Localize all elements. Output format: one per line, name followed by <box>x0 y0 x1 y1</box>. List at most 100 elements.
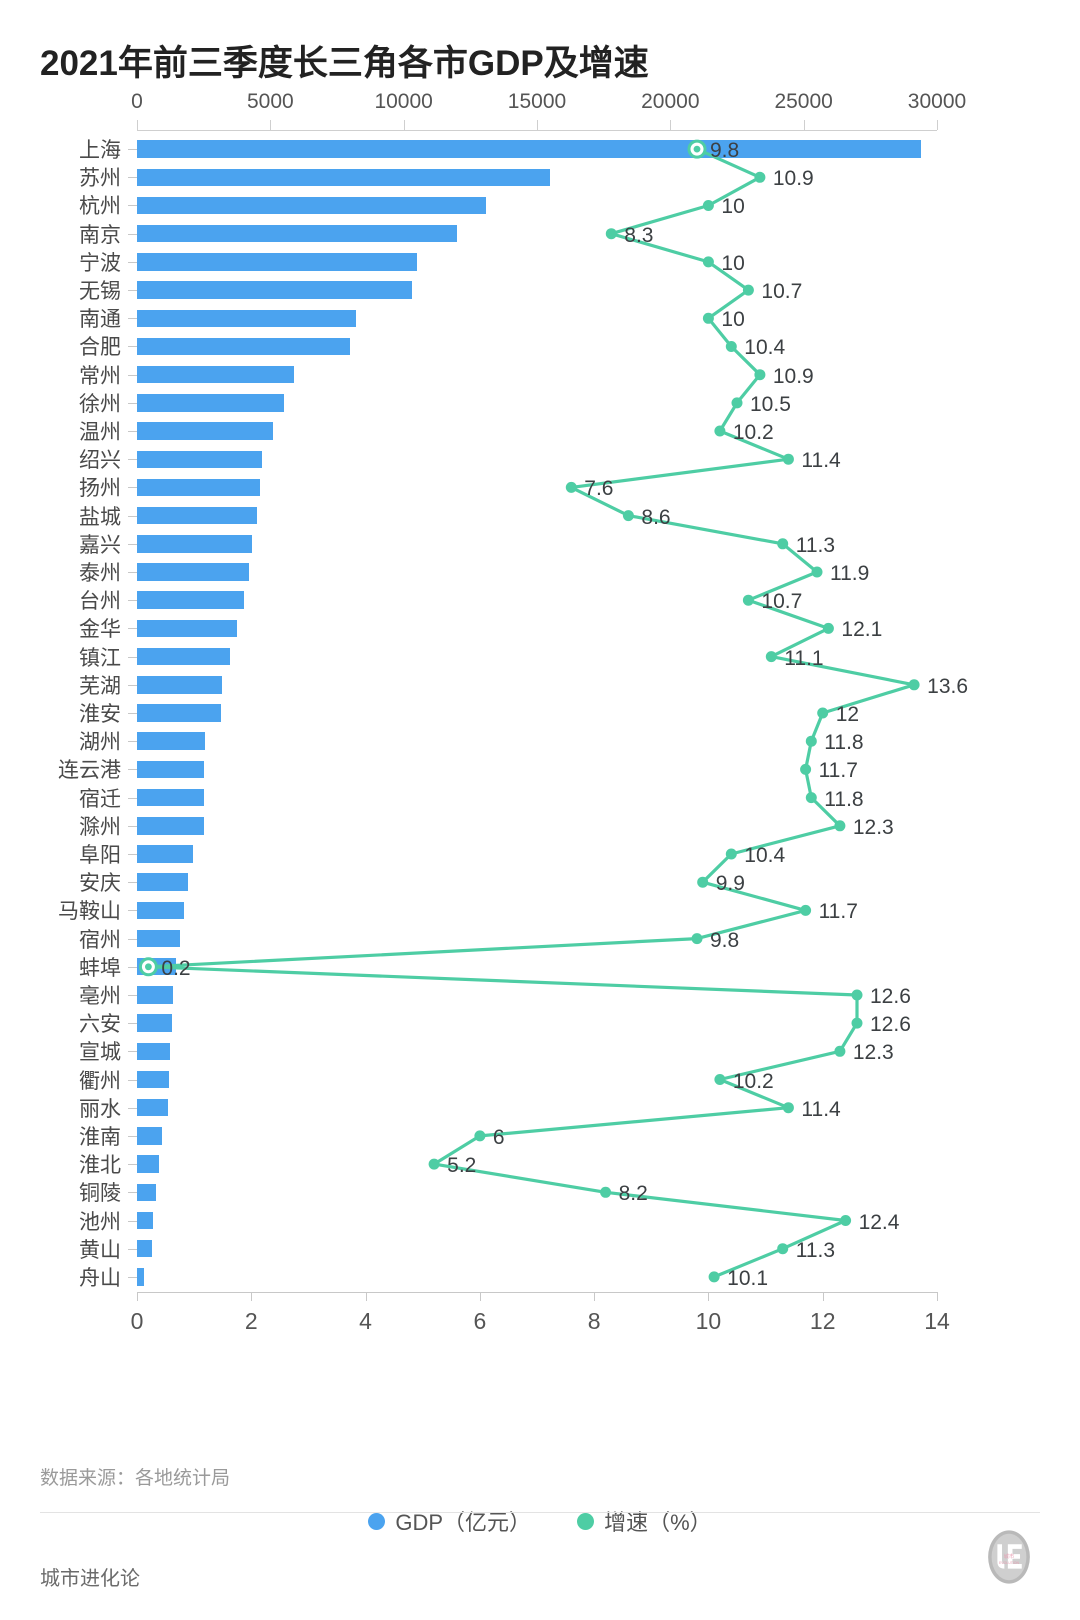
growth-value-label: 11.3 <box>795 1238 836 1262</box>
category-label: 无锡 <box>79 280 121 304</box>
gdp-bar <box>137 1127 163 1145</box>
gdp-bar <box>137 647 231 666</box>
category-label: 淮安 <box>79 703 121 726</box>
category-label: 淮北 <box>79 1154 121 1178</box>
bottom-axis-tick-label: 4 <box>359 1308 372 1334</box>
gdp-bar <box>137 1155 160 1173</box>
bottom-axis-tick-label: 0 <box>130 1308 144 1334</box>
top-axis-tick-labels: 0 5000 10000 15000 20000 25000 30000 <box>0 90 1080 120</box>
legend-label: GDP（亿元） <box>395 1510 532 1535</box>
category-label: 连云港 <box>58 759 121 783</box>
top-axis-tick-label: 0 <box>131 90 143 113</box>
growth-value-label: 10.4 <box>744 336 786 360</box>
category-label: 安庆 <box>79 872 121 896</box>
top-axis-tick <box>937 120 938 130</box>
category-label: 舟山 <box>79 1266 121 1290</box>
category-label: 宁波 <box>79 251 121 275</box>
category-tick <box>128 882 137 884</box>
category-label: 宿迁 <box>79 787 121 811</box>
bottom-axis-tick <box>251 1292 253 1301</box>
category-tick <box>128 233 137 235</box>
category-axis: 上海 苏州 杭州 南京 宁波 无锡 南通 合肥 常州 徐州 温州 绍兴 扬州 盐城 嘉兴 泰州 台州 金华 镇江 芜湖… <box>0 135 137 1291</box>
growth-value-label: 11.9 <box>830 562 870 586</box>
category-tick <box>128 600 137 602</box>
gdp-bar <box>137 1098 168 1117</box>
bottom-axis-tick-label: 6 <box>473 1308 487 1334</box>
growth-value-label: 5.2 <box>447 1154 477 1178</box>
category-tick <box>128 910 137 912</box>
category-tick <box>128 1107 137 1109</box>
category-label: 铜陵 <box>79 1182 121 1206</box>
category-label: 泰州 <box>79 562 121 586</box>
category-tick <box>128 572 137 574</box>
gdp-bar <box>137 563 249 581</box>
legend-item[interactable]: 增速（%） <box>577 1505 712 1537</box>
category-tick <box>128 1023 137 1025</box>
growth-value-label: 9.8 <box>710 139 740 163</box>
growth-value-label: 10.4 <box>744 843 786 867</box>
category-tick <box>128 741 137 743</box>
growth-value-label: 10 <box>721 195 745 219</box>
category-label: 盐城 <box>79 505 121 529</box>
growth-value-label: 9.9 <box>715 872 745 896</box>
growth-value-label: 9.8 <box>710 928 740 952</box>
category-tick <box>128 515 137 517</box>
svg-text:EVOLUTION: EVOLUTION <box>999 1561 1020 1565</box>
legend-label: 增速（%） <box>604 1510 712 1535</box>
gdp-bar <box>137 1183 156 1202</box>
category-tick <box>128 261 137 263</box>
category-tick <box>128 684 137 686</box>
category-tick <box>128 402 137 404</box>
growth-value-label: 10.7 <box>761 590 803 614</box>
top-axis-tick <box>137 120 138 130</box>
gdp-bar <box>137 1268 144 1286</box>
category-tick <box>128 346 137 348</box>
growth-value-label: 10.1 <box>727 1266 769 1290</box>
bottom-axis-line <box>137 1292 937 1293</box>
category-tick <box>128 290 137 292</box>
legend-item[interactable]: GDP（亿元） <box>368 1505 531 1537</box>
category-label: 蚌埠 <box>79 956 121 980</box>
top-axis-tick <box>270 120 272 130</box>
category-label: 淮南 <box>79 1125 121 1149</box>
category-tick <box>128 769 137 771</box>
top-axis-tick-label: 10000 <box>374 90 433 113</box>
gdp-bar <box>137 619 237 638</box>
category-label: 合肥 <box>79 336 121 360</box>
growth-value-label: 0.2 <box>161 956 191 980</box>
growth-value-label: 8.6 <box>641 505 671 529</box>
gdp-bar <box>137 253 417 271</box>
gdp-bar <box>137 365 295 384</box>
page-title: 2021年前三季度长三角各市GDP及增速 <box>40 44 649 83</box>
category-label: 绍兴 <box>79 449 121 473</box>
category-label: 常州 <box>79 364 121 388</box>
chart-area: 0 5000 10000 15000 20000 25000 30000 上海 苏州 杭州 南京宁… <box>0 90 1080 1535</box>
growth-value-label: 10.2 <box>732 1069 774 1093</box>
category-tick <box>128 1248 137 1250</box>
growth-value-label: 11.8 <box>824 731 864 755</box>
growth-value-label: 12.6 <box>870 984 911 1008</box>
category-tick <box>128 543 137 545</box>
bottom-axis-tick <box>137 1292 138 1301</box>
growth-value-label: 11.1 <box>784 646 824 670</box>
svg-text:城市: 城市 <box>1004 1552 1014 1560</box>
gdp-bar <box>137 224 457 243</box>
category-label: 衢州 <box>79 1069 121 1093</box>
gdp-bar <box>137 704 221 722</box>
category-label: 上海 <box>79 139 121 163</box>
category-tick <box>128 177 137 179</box>
category-label: 徐州 <box>79 392 121 416</box>
gdp-bar <box>137 817 204 835</box>
category-tick <box>128 825 137 827</box>
source-note: 数据来源：各地统计局 <box>40 1468 231 1489</box>
bottom-axis-tick <box>365 1292 367 1301</box>
category-tick <box>128 1051 137 1053</box>
growth-value-label: 11.4 <box>801 1097 841 1121</box>
legend-dot-growth <box>577 1512 595 1530</box>
gdp-bar <box>137 478 260 497</box>
category-label: 杭州 <box>79 195 121 219</box>
category-label: 芜湖 <box>79 674 121 698</box>
top-axis-tick-label: 20000 <box>641 90 700 113</box>
growth-value-label: 12.3 <box>852 1041 894 1065</box>
gdp-bar <box>137 337 351 356</box>
